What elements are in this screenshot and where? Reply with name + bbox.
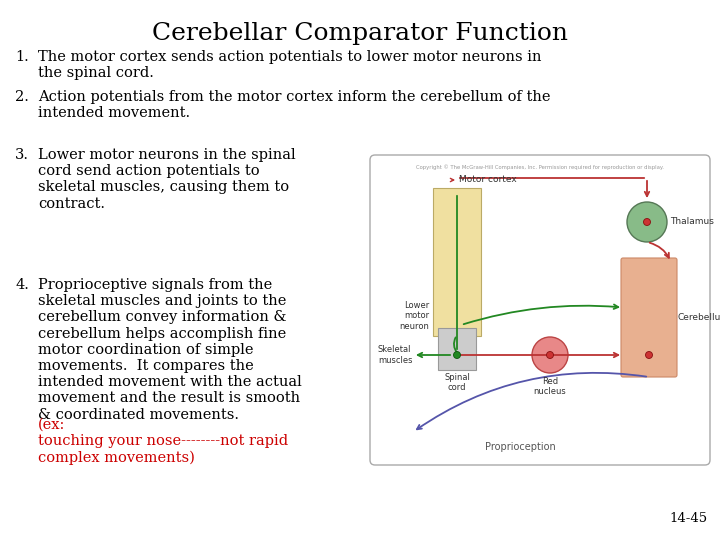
Text: Action potentials from the motor cortex inform the cerebellum of the
intended mo: Action potentials from the motor cortex …: [38, 90, 551, 120]
Text: Proprioceptive signals from the
skeletal muscles and joints to the
cerebellum co: Proprioceptive signals from the skeletal…: [38, 278, 302, 422]
Circle shape: [644, 219, 650, 226]
Text: Lower
motor
neuron: Lower motor neuron: [399, 301, 429, 331]
Text: Red
nucleus: Red nucleus: [534, 377, 567, 396]
Text: 2.: 2.: [15, 90, 29, 104]
Circle shape: [454, 352, 461, 359]
Text: 1.: 1.: [15, 50, 29, 64]
Text: The motor cortex sends action potentials to lower motor neurons in
the spinal co: The motor cortex sends action potentials…: [38, 50, 541, 80]
Text: Cerebellum: Cerebellum: [678, 313, 720, 322]
Text: Cerebellar Comparator Function: Cerebellar Comparator Function: [152, 22, 568, 45]
Text: Motor cortex: Motor cortex: [459, 175, 517, 184]
Text: Lower motor neurons in the spinal
cord send action potentials to
skeletal muscle: Lower motor neurons in the spinal cord s…: [38, 148, 296, 211]
Circle shape: [532, 337, 568, 373]
FancyBboxPatch shape: [370, 155, 710, 465]
FancyBboxPatch shape: [433, 188, 481, 336]
FancyBboxPatch shape: [621, 258, 677, 377]
Text: Copyright © The McGraw-Hill Companies, Inc. Permission required for reproduction: Copyright © The McGraw-Hill Companies, I…: [416, 164, 664, 170]
Text: 3.: 3.: [15, 148, 29, 162]
Circle shape: [646, 352, 652, 359]
Text: Skeletal
muscles: Skeletal muscles: [378, 345, 413, 364]
Text: Thalamus: Thalamus: [670, 218, 714, 226]
Circle shape: [546, 352, 554, 359]
Circle shape: [627, 202, 667, 242]
Text: 4.: 4.: [15, 278, 29, 292]
Text: (ex:
touching your nose--------not rapid
complex movements): (ex: touching your nose--------not rapid…: [38, 418, 288, 465]
Text: Spinal
cord: Spinal cord: [444, 373, 470, 393]
Text: Proprioception: Proprioception: [485, 442, 555, 452]
FancyBboxPatch shape: [438, 328, 476, 370]
Text: 14-45: 14-45: [670, 512, 708, 525]
